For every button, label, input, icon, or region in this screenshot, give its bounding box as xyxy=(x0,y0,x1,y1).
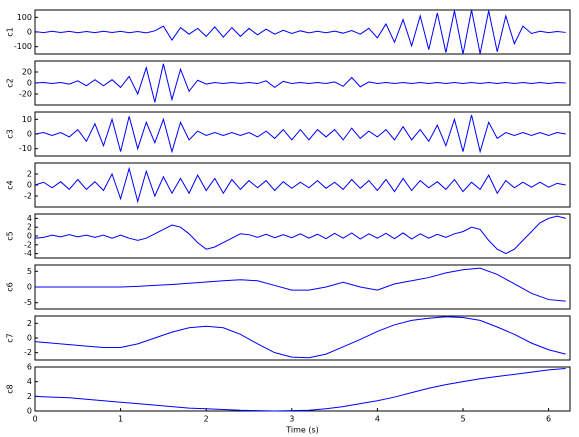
y-tick-label: 10 xyxy=(22,115,32,124)
y-tick-label: 2 xyxy=(27,170,32,179)
x-tick-label: 6 xyxy=(546,415,551,424)
y-tick-label: -2 xyxy=(24,192,32,201)
y-axis-label: c1 xyxy=(6,27,15,37)
plot-frame xyxy=(34,315,571,361)
y-axis-label: c3 xyxy=(6,129,15,139)
y-tick-label: 0 xyxy=(27,407,32,416)
y-tick-label: -10 xyxy=(19,144,32,153)
y-tick-label: 0 xyxy=(27,28,32,37)
y-tick-label: -2 xyxy=(24,240,32,249)
y-tick-label: -4 xyxy=(24,249,32,258)
plot-frame xyxy=(34,213,571,259)
y-tick-label: 2 xyxy=(27,223,32,232)
y-tick-label: -5 xyxy=(24,298,32,307)
plot-frame xyxy=(34,162,571,208)
signal-line xyxy=(34,215,566,255)
x-tick-label: 1 xyxy=(118,415,123,424)
y-axis-label: c4 xyxy=(6,180,15,190)
x-tick-label: 4 xyxy=(375,415,380,424)
y-axis-label: c6 xyxy=(6,282,15,292)
y-tick-label: 2 xyxy=(27,319,32,328)
y-tick-label: -2 xyxy=(24,348,32,357)
x-axis-label: Time (s) xyxy=(285,426,319,435)
x-tick-label: 3 xyxy=(289,415,294,424)
y-tick-label: 100 xyxy=(17,13,32,22)
y-tick-label: 6 xyxy=(27,363,32,372)
plot-frame xyxy=(34,111,571,157)
y-tick-label: 0 xyxy=(27,283,32,292)
signal-line xyxy=(34,316,566,359)
signal-line xyxy=(34,367,566,412)
y-tick-label: 5 xyxy=(27,267,32,276)
y-axis-label: c5 xyxy=(6,231,15,241)
y-tick-label: -20 xyxy=(19,90,32,99)
signal-line xyxy=(35,267,566,302)
y-axis-label: c8 xyxy=(6,384,15,394)
y-axis-label: c2 xyxy=(6,78,15,88)
x-tick-label: 5 xyxy=(460,415,465,424)
y-tick-label: 0 xyxy=(27,130,32,139)
y-tick-label: 0 xyxy=(27,334,32,343)
plot-frame xyxy=(34,366,571,412)
x-tick-label: 0 xyxy=(32,415,37,424)
signal-line xyxy=(34,63,566,103)
y-tick-label: 0 xyxy=(27,79,32,88)
y-axis-label: c7 xyxy=(6,333,15,343)
x-tick-label: 2 xyxy=(204,415,209,424)
y-tick-label: 4 xyxy=(27,377,32,386)
signal-line xyxy=(34,114,566,154)
signal-line xyxy=(34,166,566,204)
y-tick-label: 4 xyxy=(27,214,32,223)
signal-line xyxy=(34,9,566,55)
y-tick-label: 2 xyxy=(27,392,32,401)
y-tick-label: 0 xyxy=(27,181,32,190)
y-tick-label: -100 xyxy=(14,42,32,51)
y-tick-label: 0 xyxy=(27,232,32,241)
y-tick-label: 20 xyxy=(22,68,32,77)
